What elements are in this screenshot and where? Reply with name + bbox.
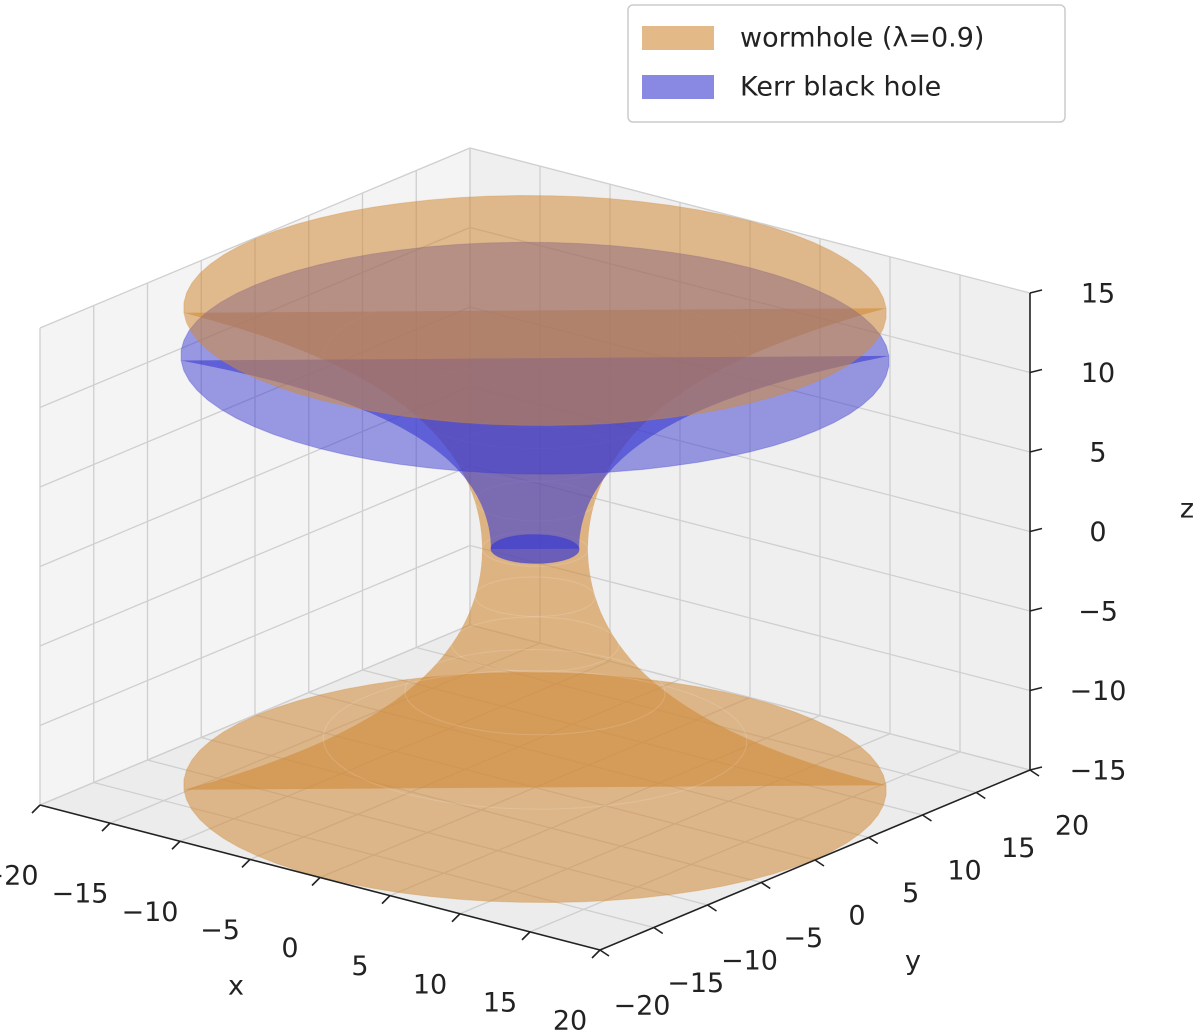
legend-label: Kerr black hole <box>740 72 941 103</box>
z-tick-label: −5 <box>1078 597 1118 628</box>
legend: wormhole (λ=0.9) Kerr black hole <box>627 4 1066 123</box>
x-tick <box>241 858 251 868</box>
grid-line <box>39 544 471 727</box>
y-tick <box>1029 769 1040 777</box>
axes: −20−15−10−505101520−20−15−10−505101520−1… <box>0 279 1127 1034</box>
grid-line <box>469 147 1031 294</box>
wormhole-mesh <box>474 576 596 617</box>
y-tick <box>760 881 771 890</box>
x-axis-label: x <box>228 971 244 1002</box>
wormhole-mesh <box>322 669 748 810</box>
legend-patch <box>642 75 714 99</box>
legend-patch <box>642 26 714 50</box>
z-tick-label: 0 <box>1089 517 1106 548</box>
x-tick-label: −20 <box>0 861 38 892</box>
x-tick <box>311 876 321 887</box>
legend-label: wormhole (λ=0.9) <box>740 23 984 54</box>
z-tick <box>1029 368 1043 374</box>
y-tick-label: −15 <box>667 968 724 999</box>
kerr-bottom <box>490 534 580 564</box>
z-tick <box>1029 448 1043 453</box>
x-tick <box>451 913 461 923</box>
x-tick <box>591 949 601 959</box>
wormhole-top <box>183 194 887 427</box>
wormhole-mesh <box>450 616 620 673</box>
y-tick-label: −5 <box>783 923 823 954</box>
x-tick <box>171 840 181 850</box>
x-tick-label: 5 <box>351 951 368 982</box>
z-tick <box>1029 527 1043 533</box>
z-tick <box>1029 686 1043 692</box>
y-tick <box>707 904 717 912</box>
z-axis-label: z <box>1180 494 1194 525</box>
z-tick-label: 15 <box>1081 279 1115 310</box>
y-tick-label: 0 <box>848 901 865 932</box>
x-tick <box>521 931 531 941</box>
grid-line <box>39 465 471 647</box>
z-tick-label: −15 <box>1070 756 1127 787</box>
x-tick-label: −5 <box>200 915 240 946</box>
x-tick-label: 15 <box>483 987 517 1018</box>
y-tick-label: 20 <box>1055 811 1089 842</box>
y-tick-label: 10 <box>947 856 981 887</box>
y-tick <box>868 836 879 845</box>
x-tick-label: 0 <box>281 933 298 964</box>
legend-frame <box>627 4 1066 123</box>
z-tick-label: 10 <box>1081 358 1115 389</box>
x-tick <box>31 804 41 814</box>
z-tick-label: 5 <box>1089 438 1106 469</box>
y-tick-label: 5 <box>902 878 919 909</box>
x-tick-label: 10 <box>413 969 447 1000</box>
z-tick <box>1029 766 1043 771</box>
wormhole-mesh <box>404 648 666 736</box>
y-tick <box>653 926 664 935</box>
y-axis-label: y <box>905 946 921 977</box>
z-tick-label: −10 <box>1070 676 1127 707</box>
y-tick-label: −20 <box>614 991 671 1022</box>
grid-line <box>39 624 471 806</box>
y-tick <box>922 814 932 822</box>
z-tick <box>1029 289 1043 294</box>
x-tick <box>381 895 391 905</box>
x-tick-label: 20 <box>553 1006 587 1031</box>
surfaces <box>180 194 890 904</box>
x-tick-label: −15 <box>52 879 109 910</box>
x-tick <box>101 822 111 832</box>
y-tick <box>975 791 986 800</box>
grid-line <box>39 147 471 329</box>
y-tick-label: 15 <box>1001 833 1035 864</box>
y-tick <box>814 859 825 867</box>
z-tick <box>1029 607 1043 612</box>
x-tick-label: −10 <box>122 897 179 928</box>
y-tick-label: −10 <box>721 946 778 977</box>
y-tick <box>599 949 610 957</box>
